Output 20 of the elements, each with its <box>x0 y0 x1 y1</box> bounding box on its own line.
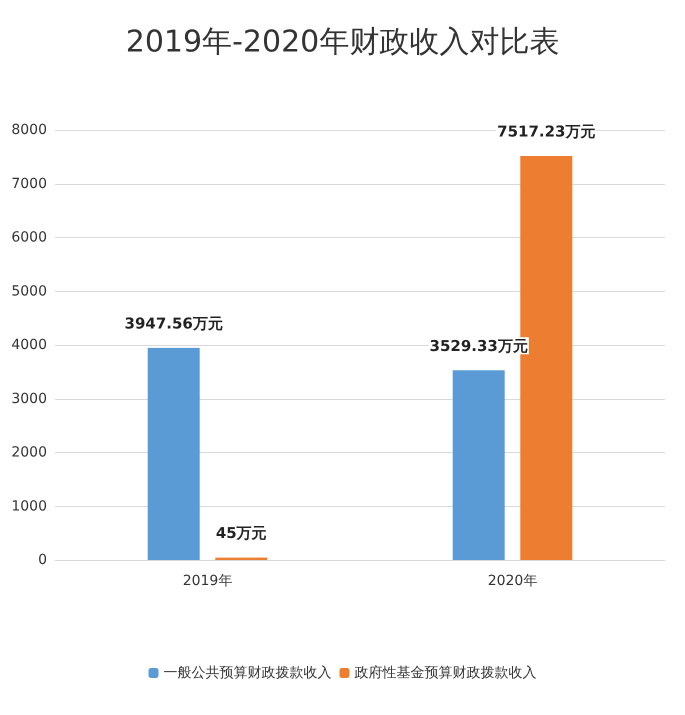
legend-label: 一般公共预算财政拨款收入 <box>164 665 332 681</box>
data-label: 45万元 <box>216 524 267 542</box>
y-tick-label: 0 <box>38 552 47 568</box>
x-tick-label: 2019年 <box>182 573 232 589</box>
chart-title: 2019年-2020年财政收入对比表 <box>126 24 560 60</box>
bar <box>148 348 200 560</box>
y-tick-label: 1000 <box>11 498 47 514</box>
y-tick-label: 3000 <box>11 390 47 407</box>
y-tick-label: 8000 <box>11 122 47 138</box>
bar <box>452 370 505 560</box>
y-tick-label: 6000 <box>11 230 47 246</box>
y-tick-label: 5000 <box>11 283 47 300</box>
data-label: 3529.33万元 <box>430 336 528 355</box>
data-label: 7517.23万元 <box>497 122 596 140</box>
y-tick-label: 4000 <box>11 337 47 353</box>
y-tick-label: 7000 <box>11 176 47 192</box>
x-tick-label: 2020年 <box>488 573 538 589</box>
data-label: 3947.56万元 <box>124 314 223 332</box>
legend-label: 政府性基金预算财政拨款收入 <box>354 665 536 681</box>
y-tick-label: 2000 <box>11 444 47 460</box>
